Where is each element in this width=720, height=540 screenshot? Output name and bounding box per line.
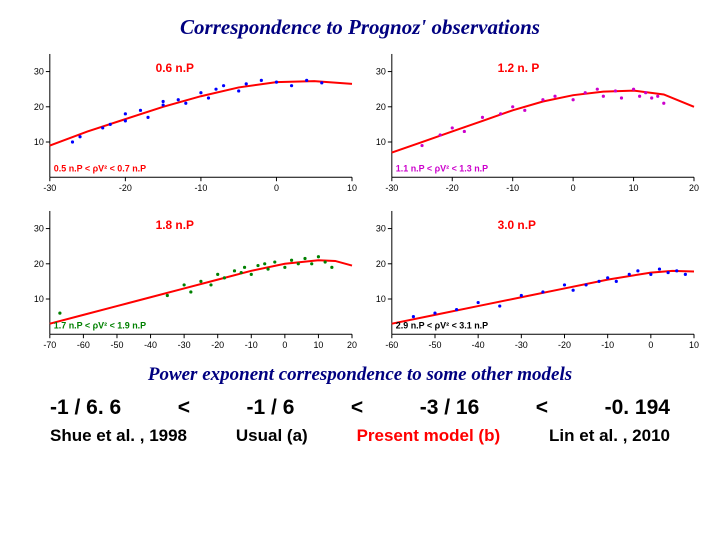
- svg-text:-20: -20: [558, 340, 571, 350]
- svg-text:-20: -20: [119, 183, 132, 193]
- svg-text:-30: -30: [178, 340, 191, 350]
- panel-label-main: 0.6 n.P: [156, 61, 194, 75]
- svg-text:10: 10: [347, 183, 357, 193]
- svg-text:30: 30: [376, 67, 386, 77]
- svg-text:-60: -60: [77, 340, 90, 350]
- svg-text:-10: -10: [194, 183, 207, 193]
- exponent-row: -1 / 6. 6 < -1 / 6 < -3 / 16 < -0. 194: [20, 396, 700, 420]
- svg-text:0: 0: [571, 183, 576, 193]
- panel-label-main: 1.2 n. P: [498, 61, 540, 75]
- svg-text:0: 0: [274, 183, 279, 193]
- exp-shue: -1 / 6. 6: [50, 396, 121, 420]
- svg-text:30: 30: [34, 224, 44, 234]
- svg-text:-50: -50: [111, 340, 124, 350]
- svg-text:-30: -30: [515, 340, 528, 350]
- panel-label-range: 1.7 n.P < ρV² < 1.9 n.P: [54, 320, 146, 330]
- panel-label-range: 2.9 n.P < ρV² < 3.1 n.P: [396, 320, 488, 330]
- svg-text:0: 0: [648, 340, 653, 350]
- label-present: Present model (b): [357, 426, 501, 446]
- svg-text:-40: -40: [144, 340, 157, 350]
- svg-text:10: 10: [629, 183, 639, 193]
- chart-grid: -30 -20 -10 0 10 10 20 30 0.6 n.P 0.5 n.P < ρV² <…: [20, 48, 700, 358]
- label-shue: Shue et al. , 1998: [50, 426, 187, 446]
- svg-text:20: 20: [347, 340, 357, 350]
- exp-present: -3 / 16: [420, 396, 480, 420]
- svg-text:-10: -10: [506, 183, 519, 193]
- svg-text:-60: -60: [385, 340, 398, 350]
- svg-text:-30: -30: [43, 183, 56, 193]
- svg-text:10: 10: [34, 137, 44, 147]
- svg-text:20: 20: [376, 102, 386, 112]
- svg-text:20: 20: [689, 183, 699, 193]
- svg-text:20: 20: [376, 259, 386, 269]
- panel-label-range: 1.1 n.P < ρV² < 1.3 n.P: [396, 163, 488, 173]
- subtitle: Power exponent correspondence to some ot…: [20, 364, 700, 386]
- chart-panel-B: -30 -20 -10 0 10 20 10 20 30 1.2 n. P 1.1 n.P < ρV…: [362, 48, 700, 201]
- svg-text:10: 10: [34, 294, 44, 304]
- svg-text:10: 10: [689, 340, 699, 350]
- panel-label-range: 0.5 n.P < ρV² < 0.7 n.P: [54, 163, 146, 173]
- chart-panel-A: -30 -20 -10 0 10 10 20 30 0.6 n.P 0.5 n.P < ρV² <…: [20, 48, 358, 201]
- svg-text:-50: -50: [429, 340, 442, 350]
- label-lin: Lin et al. , 2010: [549, 426, 670, 446]
- svg-text:10: 10: [376, 137, 386, 147]
- panel-label-main: 3.0 n.P: [498, 218, 536, 232]
- panel-label-main: 1.8 n.P: [156, 218, 194, 232]
- label-usual: Usual (a): [236, 426, 308, 446]
- chart-panel-D: -60 -50 -40 -30 -20 -10 0 10 10 20 30 3.0 n.P 2.9 n.…: [362, 205, 700, 358]
- svg-text:10: 10: [376, 294, 386, 304]
- svg-text:-10: -10: [601, 340, 614, 350]
- page-title: Correspondence to Prognoz' observations: [20, 15, 700, 40]
- exp-usual: -1 / 6: [247, 396, 295, 420]
- svg-text:-20: -20: [211, 340, 224, 350]
- exp-lin: -0. 194: [605, 396, 670, 420]
- svg-text:-10: -10: [245, 340, 258, 350]
- svg-text:30: 30: [376, 224, 386, 234]
- lt-3: <: [536, 396, 548, 420]
- svg-text:-30: -30: [385, 183, 398, 193]
- label-row: Shue et al. , 1998 Usual (a) Present mod…: [20, 426, 700, 446]
- svg-text:-70: -70: [43, 340, 56, 350]
- lt-2: <: [351, 396, 363, 420]
- svg-text:20: 20: [34, 102, 44, 112]
- svg-text:-40: -40: [472, 340, 485, 350]
- svg-text:20: 20: [34, 259, 44, 269]
- chart-panel-C: -70 -60 -50 -40 -30 -20 -10 0 10 20 10 20 30 1.8 n.P 1…: [20, 205, 358, 358]
- lt-1: <: [178, 396, 190, 420]
- svg-text:0: 0: [282, 340, 287, 350]
- svg-text:30: 30: [34, 67, 44, 77]
- svg-text:-20: -20: [446, 183, 459, 193]
- svg-text:10: 10: [313, 340, 323, 350]
